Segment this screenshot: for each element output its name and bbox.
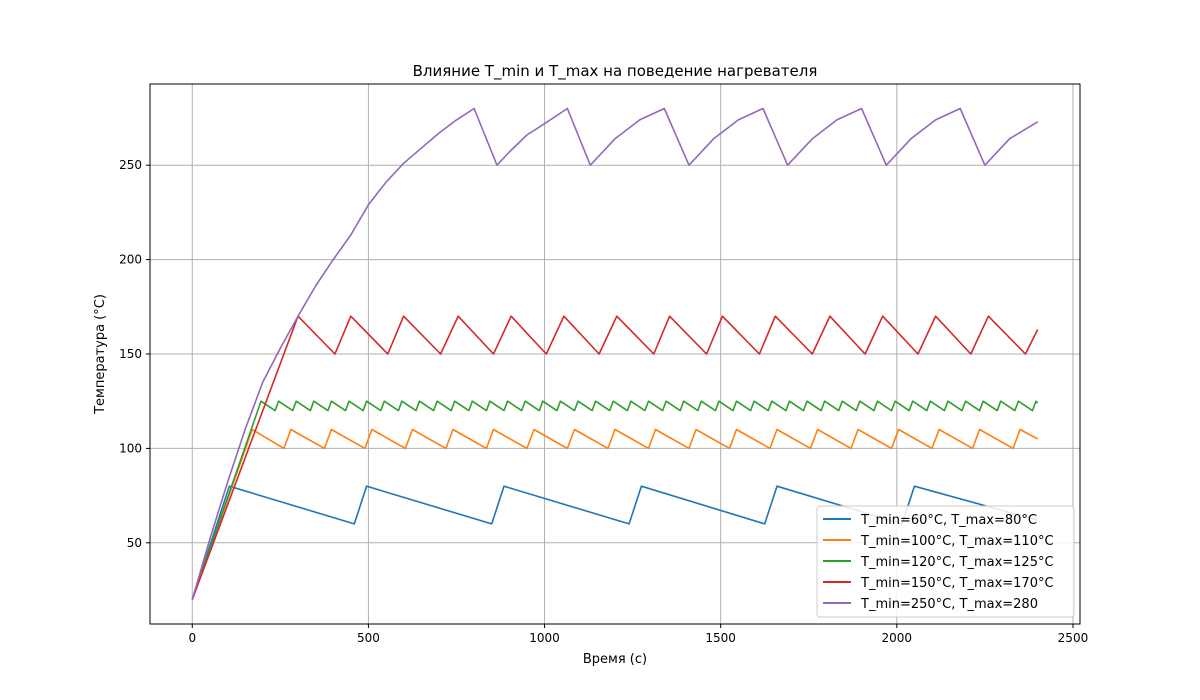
x-tick-label: 2000	[882, 631, 913, 645]
x-tick-label: 2500	[1058, 631, 1089, 645]
series-line-5	[191, 107, 1039, 600]
x-tick-label: 1000	[529, 631, 560, 645]
x-tick-label: 500	[357, 631, 380, 645]
legend-label: T_min=60°C, T_max=80°C	[860, 513, 1037, 528]
x-tick-label: 1500	[705, 631, 736, 645]
chart-title: Влияние T_min и T_max на поведение нагре…	[413, 62, 818, 81]
legend-box	[816, 505, 1075, 618]
y-tick-label: 200	[119, 253, 142, 267]
y-axis-label: Температура (°C)	[93, 294, 108, 415]
x-axis-label: Время (с)	[583, 652, 647, 667]
y-tick-label: 100	[119, 441, 142, 455]
y-tick-label: 50	[127, 536, 142, 550]
legend-label: T_min=120°C, T_max=125°C	[860, 555, 1054, 570]
series-line-2	[191, 428, 1039, 600]
x-tick-label: 0	[188, 631, 196, 645]
y-tick-label: 250	[119, 158, 142, 172]
legend-label: T_min=250°C, T_max=280	[860, 597, 1038, 612]
axis-ticks: 0 500 1000 1500 2000 2500 50 100 150 200 250	[119, 158, 1088, 645]
grid	[150, 84, 1080, 624]
series-line-3	[191, 400, 1039, 600]
y-tick-label: 150	[119, 347, 142, 361]
legend: T_min=60°C, T_max=80°C T_min=100°C, T_max…	[816, 505, 1075, 618]
series-line-4	[191, 315, 1039, 600]
legend-label: T_min=100°C, T_max=110°C	[860, 534, 1054, 549]
legend-label: T_min=150°C, T_max=170°C	[860, 576, 1054, 591]
